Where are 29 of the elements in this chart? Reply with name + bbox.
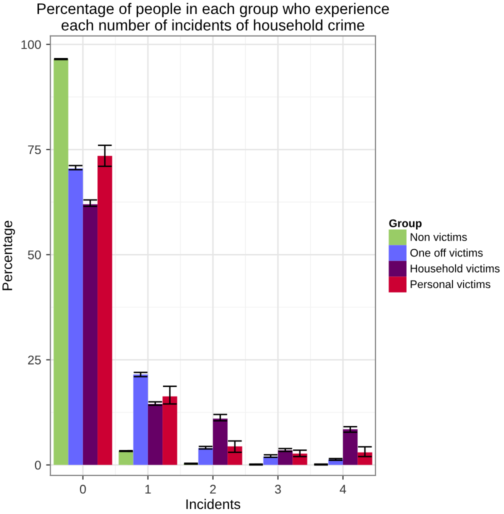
bar — [82, 204, 98, 465]
bar — [198, 448, 213, 465]
bar — [212, 418, 228, 465]
y-tick-label: 0 — [34, 460, 41, 470]
bar — [133, 374, 148, 465]
legend-label: One off victims — [410, 248, 483, 257]
bar — [118, 451, 134, 465]
y-tick-label: 100 — [21, 40, 41, 50]
y-tick-label: 25 — [28, 356, 41, 364]
chart-title: Percentage of people in each group who experience each number of incidents of household crime — [38, 2, 389, 31]
x-axis-title: Incidents — [186, 498, 240, 510]
legend-label: Non victims — [410, 232, 467, 242]
bar — [342, 429, 358, 465]
y-tick-label: 75 — [28, 145, 41, 154]
x-tick-label: 0 — [80, 484, 86, 494]
bar — [68, 168, 83, 465]
y-tick-label: 50 — [28, 250, 41, 260]
x-tick-label: 3 — [274, 484, 281, 494]
bar — [54, 59, 68, 465]
bar — [148, 404, 163, 465]
legend-title: Group — [389, 219, 422, 230]
y-axis-title: Percentage — [2, 220, 15, 290]
legend-label: Household victims — [410, 264, 500, 272]
x-tick-label: 1 — [145, 484, 151, 494]
x-tick-label: 2 — [210, 484, 216, 494]
x-tick-label: 4 — [340, 484, 346, 494]
legend-label: Personal victims — [410, 280, 490, 288]
bar — [162, 396, 178, 465]
bar — [98, 156, 112, 465]
